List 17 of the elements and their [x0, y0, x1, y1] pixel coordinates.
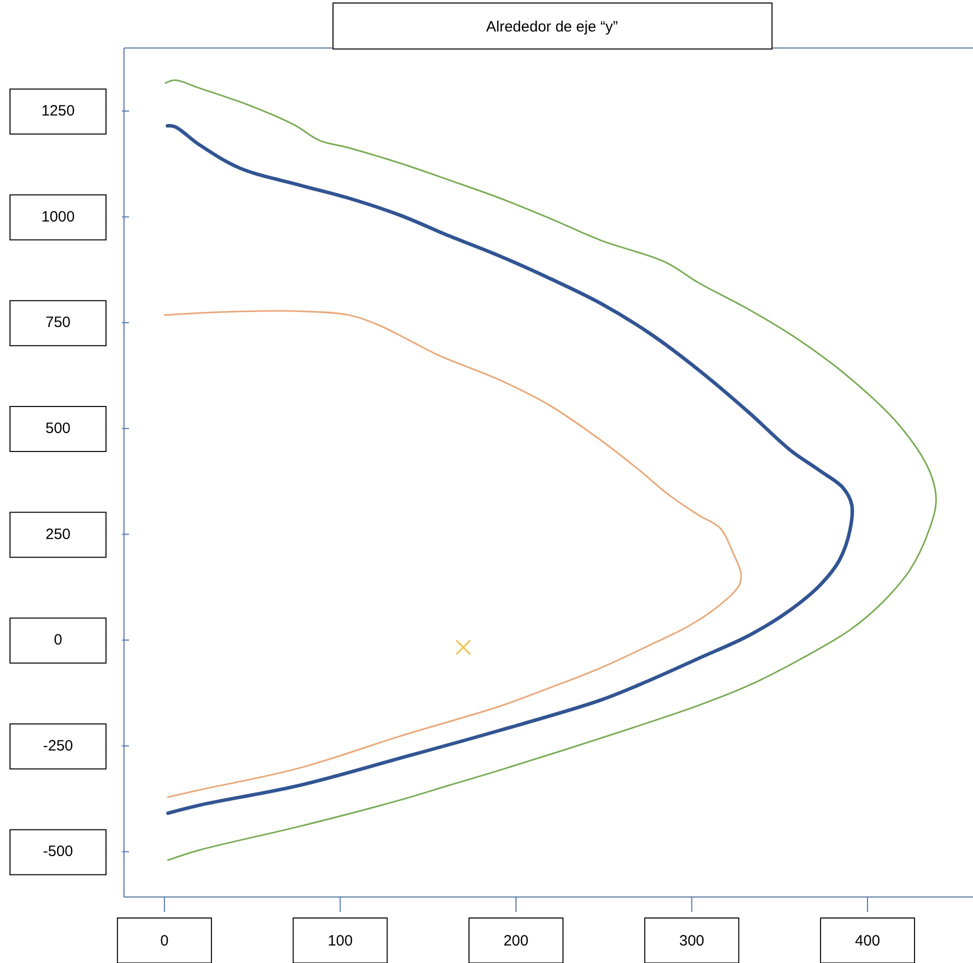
y-tick-label: 1000 [41, 208, 75, 226]
line-series [164, 310, 742, 798]
x-tick-label: 0 [160, 932, 169, 950]
y-tick-label: -500 [42, 843, 74, 860]
x-tick-label: 200 [503, 932, 528, 950]
line-series [164, 79, 937, 861]
y-tick-label: 1250 [41, 102, 75, 120]
chart-title: Alrededor de eje “y” [486, 18, 618, 36]
x-tick-label: 300 [679, 932, 704, 950]
x-tick-label: 400 [855, 932, 880, 950]
y-tick-label: -250 [42, 737, 74, 754]
y-tick-label: 0 [54, 632, 62, 649]
line-series [166, 124, 854, 815]
y-tick-label: 500 [45, 420, 71, 437]
y-tick-label: 250 [45, 526, 71, 543]
y-tick-label: 750 [45, 314, 71, 332]
x-tick-label: 100 [328, 932, 353, 950]
